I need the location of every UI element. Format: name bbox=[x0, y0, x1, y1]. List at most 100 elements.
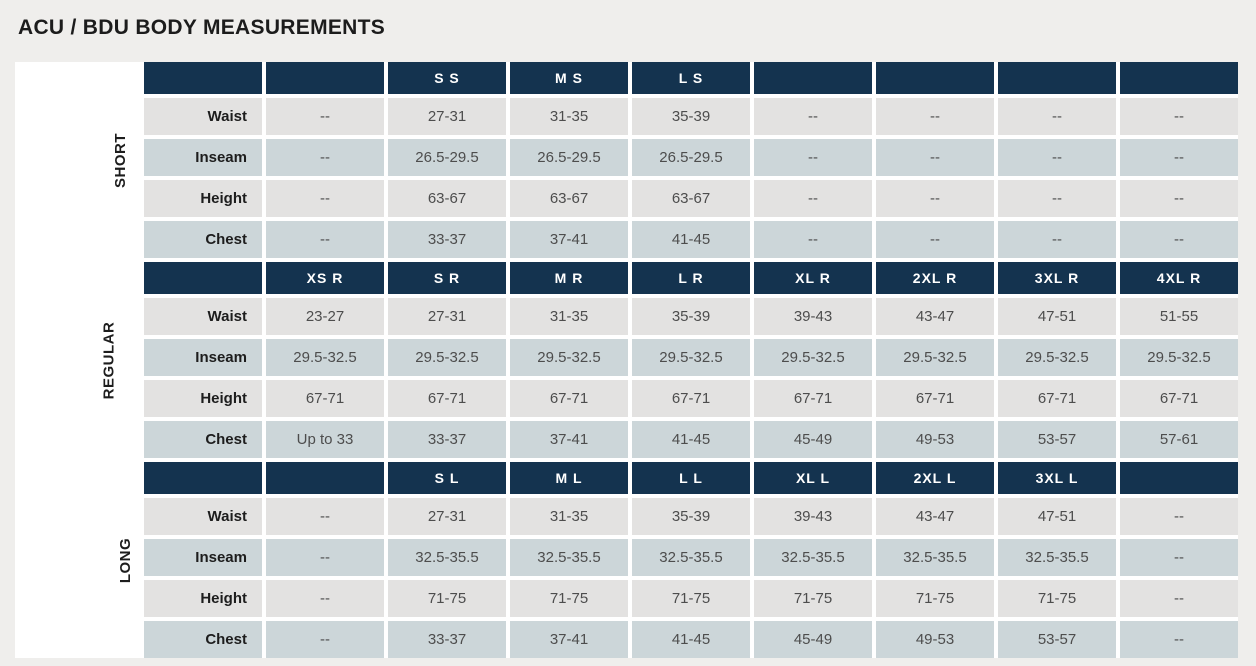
size-header-cell: L S bbox=[632, 62, 750, 94]
size-header-cell: L L bbox=[632, 462, 750, 494]
measurement-label: Inseam bbox=[144, 339, 262, 376]
measurement-value-cell: -- bbox=[1120, 139, 1238, 176]
measurement-label: Waist bbox=[144, 98, 262, 135]
measurement-value-cell: -- bbox=[1120, 98, 1238, 135]
size-header-cell bbox=[266, 62, 384, 94]
measurement-value-cell: 26.5-29.5 bbox=[388, 139, 506, 176]
measurement-label: Height bbox=[144, 380, 262, 417]
measurement-value-cell: -- bbox=[754, 139, 872, 176]
measurement-value-cell: 51-55 bbox=[1120, 298, 1238, 335]
measurement-value-cell: -- bbox=[1120, 498, 1238, 535]
size-header-cell: XL R bbox=[754, 262, 872, 294]
size-header-cell bbox=[754, 62, 872, 94]
measurement-value-cell: 67-71 bbox=[510, 380, 628, 417]
measurement-value-cell: 35-39 bbox=[632, 298, 750, 335]
measurement-value-cell: 32.5-35.5 bbox=[754, 539, 872, 576]
measurement-value-cell: 67-71 bbox=[266, 380, 384, 417]
measurement-value-cell: 32.5-35.5 bbox=[998, 539, 1116, 576]
size-header-cell: 4XL R bbox=[1120, 262, 1238, 294]
measurement-value-cell: 63-67 bbox=[510, 180, 628, 217]
size-header-cell bbox=[1120, 462, 1238, 494]
size-header-cell bbox=[1120, 62, 1238, 94]
header-corner-cell bbox=[144, 262, 262, 294]
size-header-cell: M S bbox=[510, 62, 628, 94]
measurement-value-cell: 37-41 bbox=[510, 621, 628, 658]
measurement-label: Chest bbox=[144, 221, 262, 258]
measurement-value-cell: 35-39 bbox=[632, 98, 750, 135]
measurement-value-cell: -- bbox=[754, 180, 872, 217]
measurement-value-cell: Up to 33 bbox=[266, 421, 384, 458]
measurement-value-cell: 39-43 bbox=[754, 498, 872, 535]
measurement-value-cell: 39-43 bbox=[754, 298, 872, 335]
size-header-cell: 2XL L bbox=[876, 462, 994, 494]
measurement-value-cell: 49-53 bbox=[876, 621, 994, 658]
measurement-value-cell: 43-47 bbox=[876, 298, 994, 335]
measurement-value-cell: -- bbox=[876, 221, 994, 258]
measurement-label: Waist bbox=[144, 498, 262, 535]
measurement-value-cell: 45-49 bbox=[754, 621, 872, 658]
measurement-value-cell: 71-75 bbox=[632, 580, 750, 617]
section-label: SHORT bbox=[15, 62, 140, 258]
measurement-value-cell: -- bbox=[266, 139, 384, 176]
measurement-value-cell: 37-41 bbox=[510, 421, 628, 458]
measurement-label: Inseam bbox=[144, 539, 262, 576]
measurement-value-cell: -- bbox=[266, 539, 384, 576]
section-label: LONG bbox=[15, 462, 140, 658]
measurement-value-cell: 71-75 bbox=[388, 580, 506, 617]
size-header-cell bbox=[998, 62, 1116, 94]
measurement-value-cell: 63-67 bbox=[388, 180, 506, 217]
measurement-value-cell: 67-71 bbox=[998, 380, 1116, 417]
measurement-value-cell: -- bbox=[754, 98, 872, 135]
size-header-cell: XS R bbox=[266, 262, 384, 294]
section-label-text: SHORT bbox=[112, 132, 129, 188]
measurement-value-cell: 29.5-32.5 bbox=[1120, 339, 1238, 376]
measurement-value-cell: -- bbox=[998, 221, 1116, 258]
measurement-value-cell: 43-47 bbox=[876, 498, 994, 535]
measurement-value-cell: 27-31 bbox=[388, 298, 506, 335]
measurement-value-cell: -- bbox=[998, 139, 1116, 176]
measurement-value-cell: -- bbox=[876, 139, 994, 176]
measurement-value-cell: 71-75 bbox=[876, 580, 994, 617]
size-header-cell: 3XL L bbox=[998, 462, 1116, 494]
measurement-value-cell: -- bbox=[1120, 539, 1238, 576]
page-title: ACU / BDU BODY MEASUREMENTS bbox=[18, 16, 386, 39]
measurement-value-cell: 47-51 bbox=[998, 498, 1116, 535]
measurement-label: Waist bbox=[144, 298, 262, 335]
measurement-value-cell: -- bbox=[266, 621, 384, 658]
size-header-cell: S R bbox=[388, 262, 506, 294]
size-header-cell: S S bbox=[388, 62, 506, 94]
measurement-label: Height bbox=[144, 580, 262, 617]
measurement-value-cell: 35-39 bbox=[632, 498, 750, 535]
measurement-value-cell: 37-41 bbox=[510, 221, 628, 258]
measurement-label: Height bbox=[144, 180, 262, 217]
measurement-value-cell: 26.5-29.5 bbox=[510, 139, 628, 176]
measurement-value-cell: -- bbox=[998, 98, 1116, 135]
measurement-value-cell: -- bbox=[266, 180, 384, 217]
measurement-value-cell: 32.5-35.5 bbox=[632, 539, 750, 576]
measurement-value-cell: 29.5-32.5 bbox=[632, 339, 750, 376]
size-header-cell: L R bbox=[632, 262, 750, 294]
measurement-value-cell: 29.5-32.5 bbox=[998, 339, 1116, 376]
measurement-value-cell: 29.5-32.5 bbox=[388, 339, 506, 376]
measurement-value-cell: 29.5-32.5 bbox=[754, 339, 872, 376]
measurement-value-cell: 67-71 bbox=[388, 380, 506, 417]
measurement-value-cell: -- bbox=[1120, 221, 1238, 258]
measurement-value-cell: -- bbox=[876, 98, 994, 135]
measurement-value-cell: 29.5-32.5 bbox=[510, 339, 628, 376]
measurement-value-cell: -- bbox=[266, 498, 384, 535]
size-header-cell: 2XL R bbox=[876, 262, 994, 294]
measurement-value-cell: 71-75 bbox=[998, 580, 1116, 617]
size-header-cell: XL L bbox=[754, 462, 872, 494]
measurement-value-cell: 31-35 bbox=[510, 298, 628, 335]
measurement-value-cell: 41-45 bbox=[632, 621, 750, 658]
measurement-value-cell: 33-37 bbox=[388, 621, 506, 658]
measurement-value-cell: -- bbox=[754, 221, 872, 258]
measurement-value-cell: 49-53 bbox=[876, 421, 994, 458]
measurement-value-cell: 26.5-29.5 bbox=[632, 139, 750, 176]
size-header-cell: S L bbox=[388, 462, 506, 494]
measurement-label: Chest bbox=[144, 421, 262, 458]
measurement-value-cell: 63-67 bbox=[632, 180, 750, 217]
measurement-label: Inseam bbox=[144, 139, 262, 176]
measurement-value-cell: 33-37 bbox=[388, 221, 506, 258]
